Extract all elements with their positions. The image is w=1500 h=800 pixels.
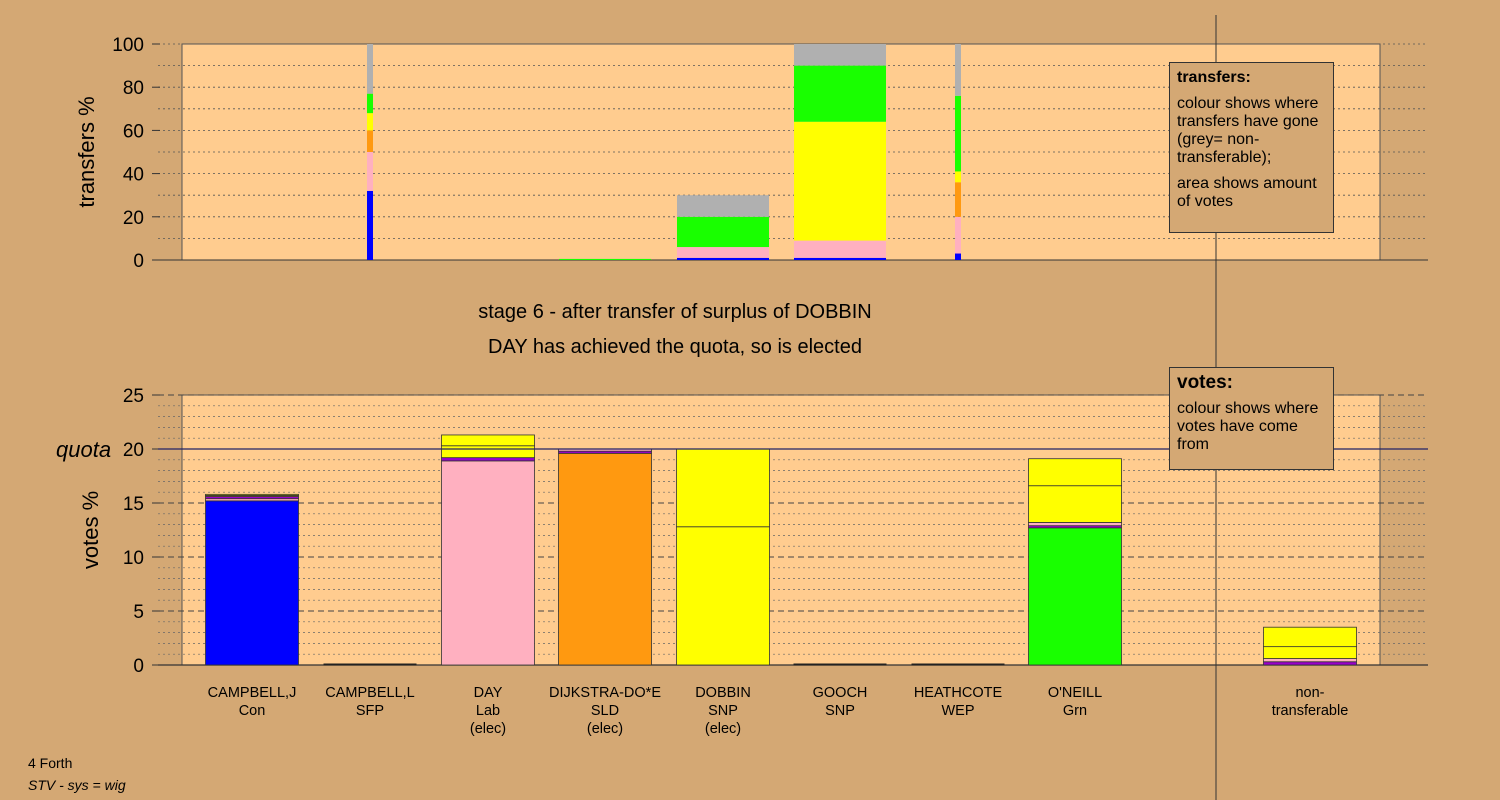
votes-tick-label: 15 <box>123 494 144 515</box>
candidate-party: SNP <box>708 703 738 719</box>
votes-tick-label: 5 <box>133 602 144 623</box>
candidate-party: transferable <box>1272 703 1349 719</box>
votes-chart: 0 5 10 15 20 25 CAMPBELL,J Con CAMPBELL,L SFP DAY L… <box>123 386 1428 737</box>
transfer-segment <box>559 258 651 260</box>
candidate-name: DAY <box>474 685 503 701</box>
vote-segment <box>441 434 535 447</box>
candidate-party: SLD <box>591 703 619 719</box>
candidate-status: (elec) <box>705 721 741 737</box>
transfer-segment <box>955 171 961 183</box>
votes-tick-label: 25 <box>123 386 144 407</box>
candidate-name: DIJKSTRA-DO*E <box>549 685 661 701</box>
transfer-segment <box>677 195 769 217</box>
transfers-tick-label: 100 <box>112 35 144 56</box>
vote-segment <box>205 500 299 666</box>
transfer-segment <box>367 130 373 152</box>
transfers-tick-label: 60 <box>123 121 144 142</box>
votes-tick-label: 20 <box>123 440 144 461</box>
transfers-axis-label: transfers % <box>74 96 99 207</box>
candidate-party: Con <box>239 703 266 719</box>
election-status: DAY has achieved the quota, so is electe… <box>488 336 862 358</box>
candidate-status: (elec) <box>470 721 506 737</box>
transfer-segment <box>955 182 961 217</box>
transfer-segment <box>677 216 769 248</box>
candidate-name: DOBBIN <box>695 685 751 701</box>
transfers-legend-title: transfers: <box>1177 69 1251 86</box>
vote-segment <box>441 445 535 459</box>
transfer-segment <box>367 113 373 131</box>
transfer-segment <box>794 44 886 66</box>
region-label: 4 Forth <box>28 755 73 771</box>
stage-description: stage 6 - after transfer of surplus of D… <box>478 301 872 323</box>
candidate-name: CAMPBELL,L <box>325 685 414 701</box>
vote-segment <box>1028 485 1122 523</box>
votes-legend-text: colour shows where votes have come from <box>1177 400 1319 453</box>
system-label: STV - sys = wig <box>28 777 126 793</box>
transfers-legend-area: area shows amount of votes <box>1177 175 1317 210</box>
transfer-segment <box>794 65 886 122</box>
candidate-name: GOOCH <box>813 685 868 701</box>
candidate-name: non- <box>1295 685 1324 701</box>
candidate-party: Grn <box>1063 703 1087 719</box>
transfer-segment <box>794 240 886 258</box>
votes-tick-label: 10 <box>123 548 144 569</box>
transfer-segment <box>955 95 961 172</box>
transfer-segment <box>955 253 961 260</box>
transfer-segment <box>794 257 886 260</box>
candidate-party: Lab <box>476 703 500 719</box>
transfers-tick-label: 80 <box>123 78 144 99</box>
transfers-tick-label: 20 <box>123 208 144 229</box>
vote-segment <box>1263 646 1357 659</box>
vote-segment <box>1028 527 1122 666</box>
candidate-party: WEP <box>941 703 974 719</box>
votes-axis-label: votes % <box>78 491 103 569</box>
vote-segment <box>205 493 299 496</box>
candidate-party: SFP <box>356 703 384 719</box>
votes-tick-label: 0 <box>133 656 144 677</box>
vote-segment <box>441 457 535 462</box>
transfer-segment <box>367 93 373 114</box>
votes-legend-title: votes: <box>1177 372 1233 393</box>
transfer-segment <box>367 44 373 94</box>
vote-segment <box>1028 458 1122 487</box>
candidate-status: (elec) <box>587 721 623 737</box>
vote-segment <box>1263 626 1357 648</box>
transfers-legend: transfers: colour shows where transfers … <box>1169 62 1334 233</box>
vote-segment <box>1263 661 1357 666</box>
vote-segment <box>1263 658 1357 663</box>
transfer-segment <box>794 121 886 241</box>
transfer-segment <box>677 247 769 258</box>
vote-segment <box>1028 522 1122 527</box>
transfer-segment <box>955 216 961 254</box>
vote-segment <box>441 460 535 666</box>
candidate-name: HEATHCOTE <box>914 685 1003 701</box>
transfers-tick-label: 40 <box>123 165 144 186</box>
quota-label: quota <box>56 437 111 462</box>
vote-segment <box>676 526 770 666</box>
transfers-tick-label: 0 <box>133 251 144 272</box>
transfers-legend-text: colour shows where transfers have gone (… <box>1177 95 1319 166</box>
candidate-party: SNP <box>825 703 855 719</box>
candidate-name: O'NEILL <box>1048 685 1102 701</box>
candidate-name: CAMPBELL,J <box>208 685 297 701</box>
transfer-segment <box>955 44 961 96</box>
vote-segment <box>676 448 770 528</box>
votes-legend: votes: colour shows where votes have com… <box>1169 367 1334 470</box>
vote-segment <box>558 452 652 666</box>
transfer-segment <box>677 257 769 260</box>
transfer-segment <box>367 152 373 191</box>
transfer-segment <box>367 190 373 260</box>
